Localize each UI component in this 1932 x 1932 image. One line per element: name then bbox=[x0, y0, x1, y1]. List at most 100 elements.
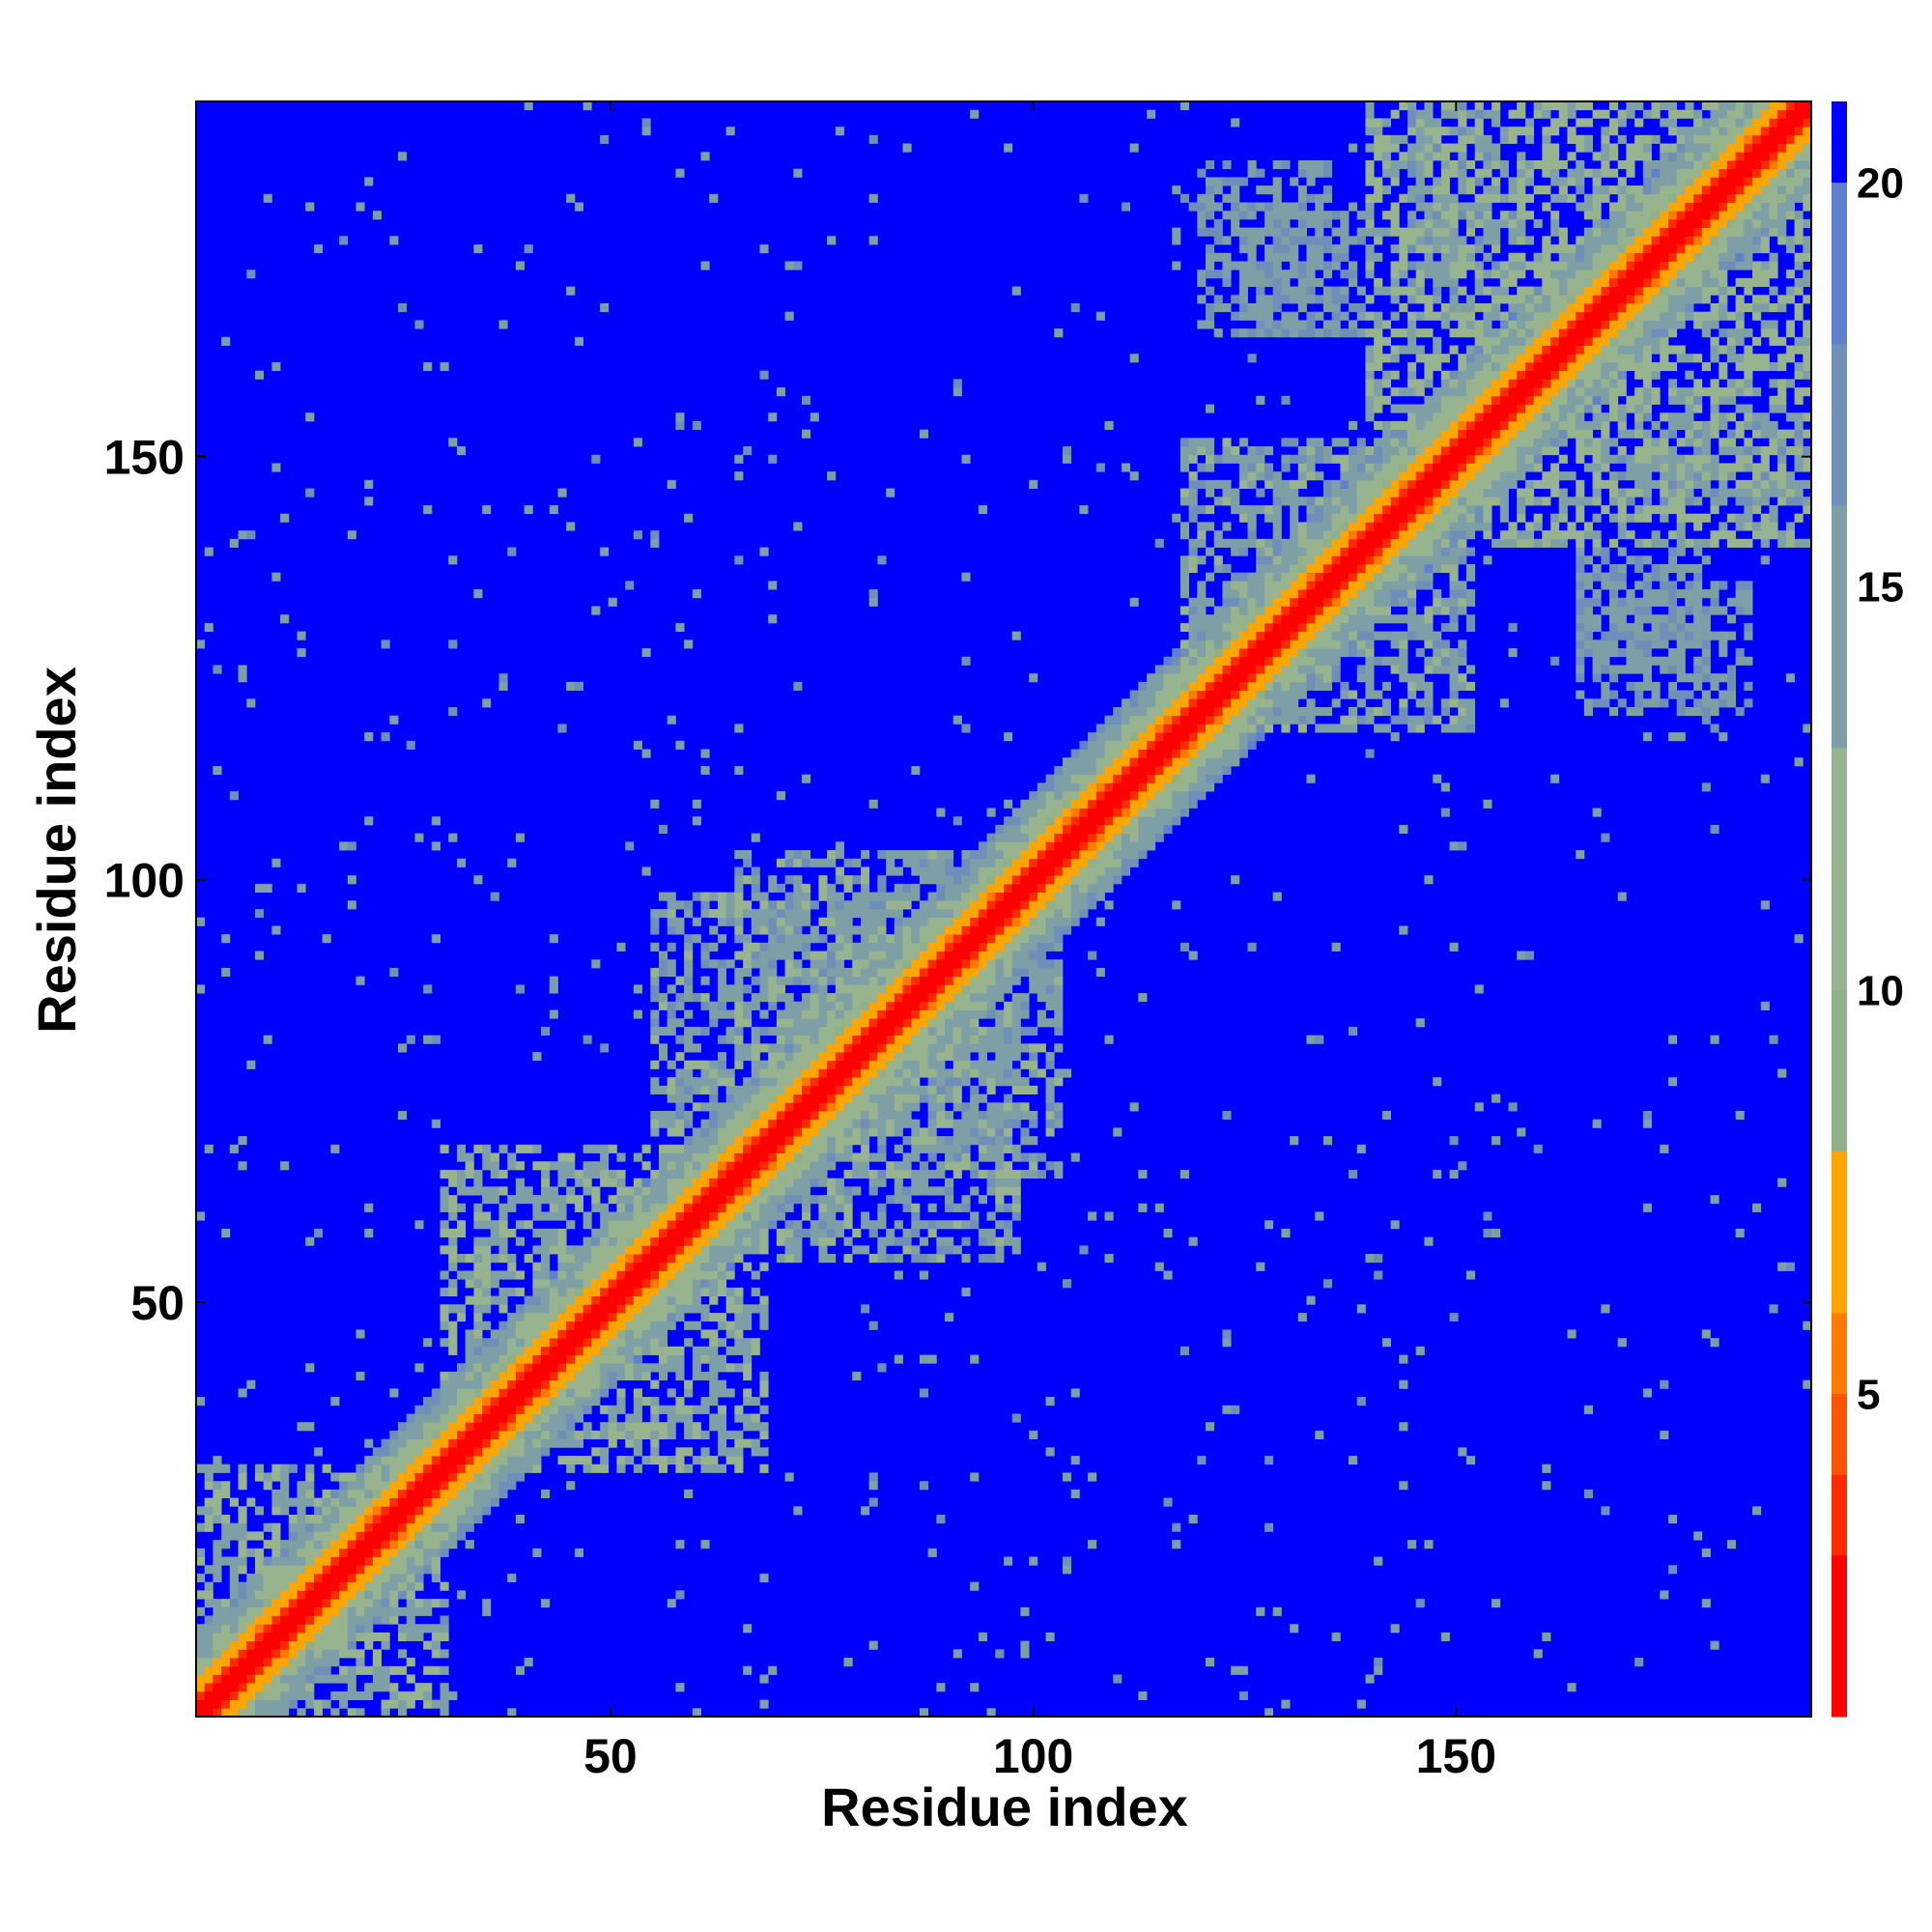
heatmap-cell bbox=[465, 1379, 474, 1389]
heatmap-cell bbox=[1045, 917, 1055, 926]
heatmap-cell bbox=[280, 1624, 290, 1634]
heatmap-cell bbox=[1004, 1052, 1013, 1062]
heatmap-cell bbox=[894, 959, 903, 969]
heatmap-cell bbox=[456, 1254, 467, 1264]
heatmap-cell bbox=[743, 1262, 753, 1271]
heatmap-cell bbox=[1222, 589, 1232, 599]
heatmap-cell bbox=[995, 909, 1005, 919]
heatmap-cell bbox=[1290, 639, 1299, 649]
heatmap-cell bbox=[675, 1195, 685, 1205]
heatmap-cell bbox=[886, 1043, 895, 1053]
heatmap-cell bbox=[776, 1043, 785, 1053]
heatmap-cell bbox=[725, 1203, 735, 1212]
heatmap-cell bbox=[1238, 597, 1248, 607]
heatmap-cell bbox=[625, 1329, 635, 1339]
heatmap-cell bbox=[919, 1186, 929, 1196]
heatmap-cell bbox=[700, 1102, 710, 1112]
heatmap-cell bbox=[229, 1573, 239, 1583]
heatmap-cell bbox=[667, 1430, 676, 1440]
heatmap-cell bbox=[524, 244, 533, 254]
heatmap-cell bbox=[1121, 463, 1131, 472]
heatmap-cell bbox=[633, 1228, 642, 1238]
heatmap-cell bbox=[1247, 681, 1257, 691]
heatmap-cell bbox=[952, 1052, 962, 1062]
heatmap-cell bbox=[246, 1624, 256, 1634]
heatmap-cell bbox=[784, 311, 794, 321]
heatmap-cell bbox=[541, 1388, 551, 1398]
heatmap-cell bbox=[776, 900, 785, 910]
heatmap-cell bbox=[802, 1060, 811, 1069]
heatmap-cell bbox=[498, 1338, 508, 1348]
heatmap-cell bbox=[498, 1413, 508, 1423]
heatmap-cell bbox=[776, 976, 785, 985]
heatmap-cell bbox=[970, 1581, 980, 1591]
heatmap-cell bbox=[1281, 277, 1291, 287]
heatmap-cell bbox=[1011, 1077, 1021, 1087]
heatmap-cell bbox=[1281, 715, 1291, 724]
heatmap-cell bbox=[1004, 1127, 1013, 1137]
heatmap-cell bbox=[936, 850, 946, 860]
heatmap-cell bbox=[743, 1321, 753, 1330]
heatmap-cell bbox=[1179, 530, 1189, 540]
heatmap-cell bbox=[1290, 244, 1299, 254]
heatmap-cell bbox=[911, 850, 921, 860]
heatmap-cell bbox=[827, 892, 837, 901]
heatmap-cell bbox=[330, 1540, 340, 1549]
heatmap-cell bbox=[313, 1565, 324, 1575]
heatmap-cell bbox=[297, 1540, 306, 1549]
heatmap-cell bbox=[1256, 488, 1265, 497]
heatmap-cell bbox=[1095, 858, 1105, 867]
heatmap-cell bbox=[1138, 1690, 1148, 1700]
heatmap-cell bbox=[532, 1321, 542, 1330]
heatmap-cell bbox=[784, 942, 794, 952]
heatmap-cell bbox=[440, 1338, 449, 1348]
heatmap-cell bbox=[204, 1632, 213, 1642]
heatmap-cell bbox=[440, 1472, 449, 1482]
heatmap-cell bbox=[902, 850, 912, 860]
heatmap-cell bbox=[600, 1236, 610, 1246]
heatmap-cell bbox=[717, 1102, 727, 1112]
heatmap-cell bbox=[1272, 261, 1282, 270]
heatmap-cell bbox=[818, 1236, 828, 1246]
heatmap-cell bbox=[1011, 1119, 1021, 1128]
heatmap-cell bbox=[524, 1463, 533, 1473]
heatmap-cell bbox=[1037, 993, 1046, 1003]
heatmap-cell bbox=[1163, 673, 1173, 683]
heatmap-cell bbox=[709, 1186, 719, 1196]
heatmap-cell bbox=[271, 1658, 281, 1667]
heatmap-cell bbox=[1256, 589, 1265, 599]
heatmap-cell bbox=[911, 1060, 921, 1069]
heatmap-cell bbox=[877, 875, 887, 885]
heatmap-cell bbox=[802, 917, 811, 926]
heatmap-cell bbox=[827, 1195, 837, 1205]
heatmap-cell bbox=[431, 1497, 440, 1507]
heatmap-cell bbox=[1281, 724, 1291, 733]
heatmap-cell bbox=[1281, 656, 1291, 666]
heatmap-cell bbox=[759, 1388, 769, 1398]
heatmap-cell bbox=[902, 1169, 912, 1179]
heatmap-cell bbox=[709, 1422, 719, 1432]
heatmap-cell bbox=[945, 1245, 954, 1255]
heatmap-cell bbox=[271, 1665, 281, 1675]
heatmap-cell bbox=[498, 1321, 508, 1330]
heatmap-cell bbox=[1272, 202, 1282, 212]
heatmap-cell bbox=[1070, 850, 1080, 860]
heatmap-cell bbox=[1088, 1540, 1097, 1549]
heatmap-cell bbox=[877, 1026, 887, 1037]
heatmap-cell bbox=[1222, 236, 1232, 245]
heatmap-cell bbox=[759, 1094, 769, 1103]
heatmap-cell bbox=[709, 1220, 719, 1230]
heatmap-cell bbox=[566, 1161, 576, 1171]
heatmap-cell bbox=[860, 1169, 870, 1179]
heatmap-cell bbox=[860, 1026, 870, 1037]
heatmap-cell bbox=[448, 1531, 458, 1541]
heatmap-cell bbox=[734, 1152, 744, 1162]
heatmap-cell bbox=[650, 1363, 660, 1373]
heatmap-cell bbox=[970, 1068, 980, 1078]
heatmap-cell bbox=[717, 1354, 727, 1364]
heatmap-cell bbox=[566, 193, 576, 203]
heatmap-cell bbox=[927, 934, 937, 944]
heatmap-cell bbox=[271, 572, 281, 582]
heatmap-cell bbox=[902, 934, 912, 944]
heatmap-cell bbox=[658, 1313, 668, 1322]
